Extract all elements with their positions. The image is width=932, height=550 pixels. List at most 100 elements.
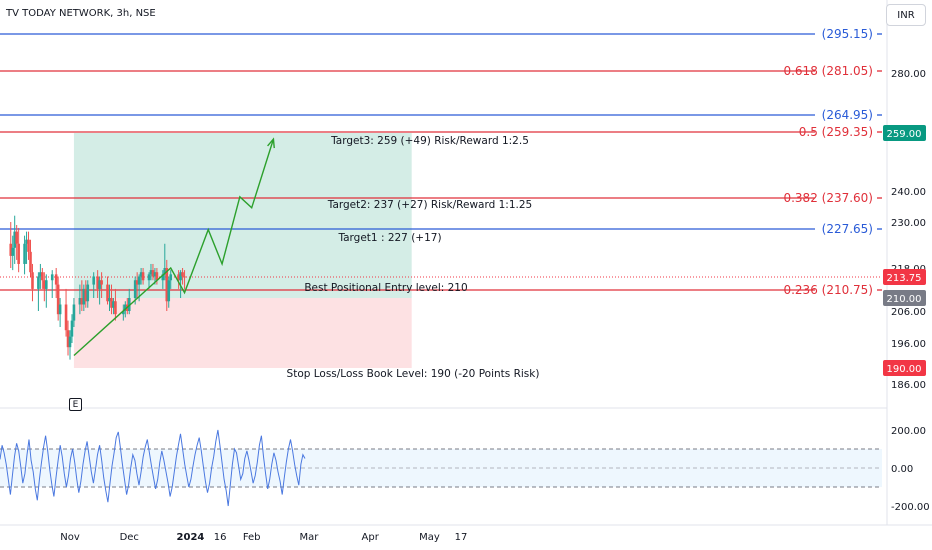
candle-body [58, 304, 62, 315]
candle-body [45, 280, 48, 289]
candle [108, 284, 111, 311]
candle [96, 270, 99, 298]
currency-selector[interactable]: INR [886, 4, 926, 26]
candle-body [41, 272, 44, 281]
chart-title: TV TODAY NETWORK, 3h, NSE [6, 8, 156, 19]
candle-body [70, 320, 74, 337]
candle-body [155, 272, 159, 281]
time-axis-tick: Mar [300, 532, 320, 543]
candle [27, 231, 30, 260]
candle [54, 268, 58, 298]
candle-body [181, 272, 184, 277]
candle-body [167, 280, 171, 302]
candle [17, 227, 20, 273]
annotation-text: Best Positional Entry level: 210 [304, 282, 467, 294]
candle-body [13, 231, 16, 248]
candle [98, 276, 101, 305]
candle-body [135, 280, 139, 285]
candle-body [86, 284, 90, 302]
time-axis-tick: 2024 [177, 532, 205, 543]
candle [141, 268, 145, 285]
candle [41, 268, 44, 289]
level-label: 0.5 (259.35) [799, 125, 873, 139]
candle [161, 270, 165, 289]
projection-path [73, 138, 275, 357]
candle [25, 231, 28, 264]
candle [181, 268, 184, 285]
candle [43, 272, 46, 302]
candle-body [108, 298, 111, 302]
annotation-text: Target1 : 227 (+17) [337, 232, 441, 244]
candle-body [106, 284, 109, 302]
time-axis-tick: Apr [362, 532, 380, 543]
candle [15, 224, 18, 260]
level-label: 0.382 (237.60) [783, 191, 873, 205]
candle-body [15, 231, 18, 244]
price-axis-tick: 186.00 [891, 380, 926, 391]
candle [149, 263, 153, 281]
candle-body [82, 288, 86, 305]
candle [183, 270, 186, 289]
candle-body [92, 276, 95, 285]
candle [147, 272, 151, 289]
candle-body [27, 239, 30, 252]
level-label: (295.15) [822, 27, 873, 41]
candle-body [137, 276, 141, 285]
candle-body [23, 243, 26, 264]
candle [68, 330, 72, 360]
candle-body [72, 304, 76, 321]
candle-body [80, 298, 84, 305]
candle-body [25, 239, 28, 244]
level-label: 0.236 (210.75) [783, 283, 873, 297]
candle [135, 272, 139, 298]
earnings-event-marker[interactable]: E [69, 398, 82, 411]
price-tag-box [883, 125, 926, 141]
candle-body [43, 280, 46, 289]
time-axis-tick: 16 [214, 532, 227, 543]
candle [29, 239, 32, 277]
candle-body [100, 280, 103, 285]
candle-body [179, 272, 182, 281]
price-axis-tick: 280.00 [891, 69, 926, 80]
indicator-axis-tick: 0.00 [891, 464, 913, 475]
candle-body [31, 272, 34, 289]
candle [139, 268, 143, 285]
candle [11, 235, 15, 271]
candle-body [177, 274, 180, 281]
indicator-axis-tick: -200.00 [891, 502, 930, 513]
candle [151, 263, 155, 281]
level-label: (227.65) [822, 222, 873, 236]
price-tag-box [883, 269, 926, 285]
candle [92, 272, 95, 298]
candle-body [66, 330, 70, 348]
candle [37, 272, 40, 311]
candle [179, 270, 182, 298]
candle-body [54, 274, 58, 285]
candle [50, 270, 54, 298]
candle-body [17, 243, 20, 264]
candle [127, 288, 131, 315]
candle [114, 288, 117, 321]
candle-body [183, 276, 186, 278]
candle [9, 222, 13, 268]
annotation-text: Target2: 237 (+27) Risk/Reward 1:1.25 [327, 199, 532, 211]
candle [169, 270, 173, 289]
price-axis-tick: 206.00 [891, 307, 926, 318]
time-axis-tick: May [419, 532, 440, 543]
candle-body [37, 276, 40, 289]
candle-body [153, 272, 157, 277]
candle [80, 280, 84, 311]
candle [64, 288, 68, 337]
candle [122, 304, 125, 321]
projection-arrowhead [267, 137, 275, 149]
candle-body [96, 276, 99, 289]
annotation-text: Target3: 259 (+49) Risk/Reward 1:2.5 [330, 135, 529, 147]
candle [82, 284, 86, 311]
candle [177, 270, 180, 289]
candle-body [110, 298, 113, 308]
price-tag: 190.00 [883, 360, 926, 376]
candle-body [151, 270, 155, 277]
candle-body [50, 274, 54, 281]
candle [86, 280, 90, 308]
